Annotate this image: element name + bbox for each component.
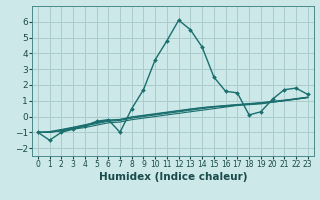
X-axis label: Humidex (Indice chaleur): Humidex (Indice chaleur) (99, 172, 247, 182)
